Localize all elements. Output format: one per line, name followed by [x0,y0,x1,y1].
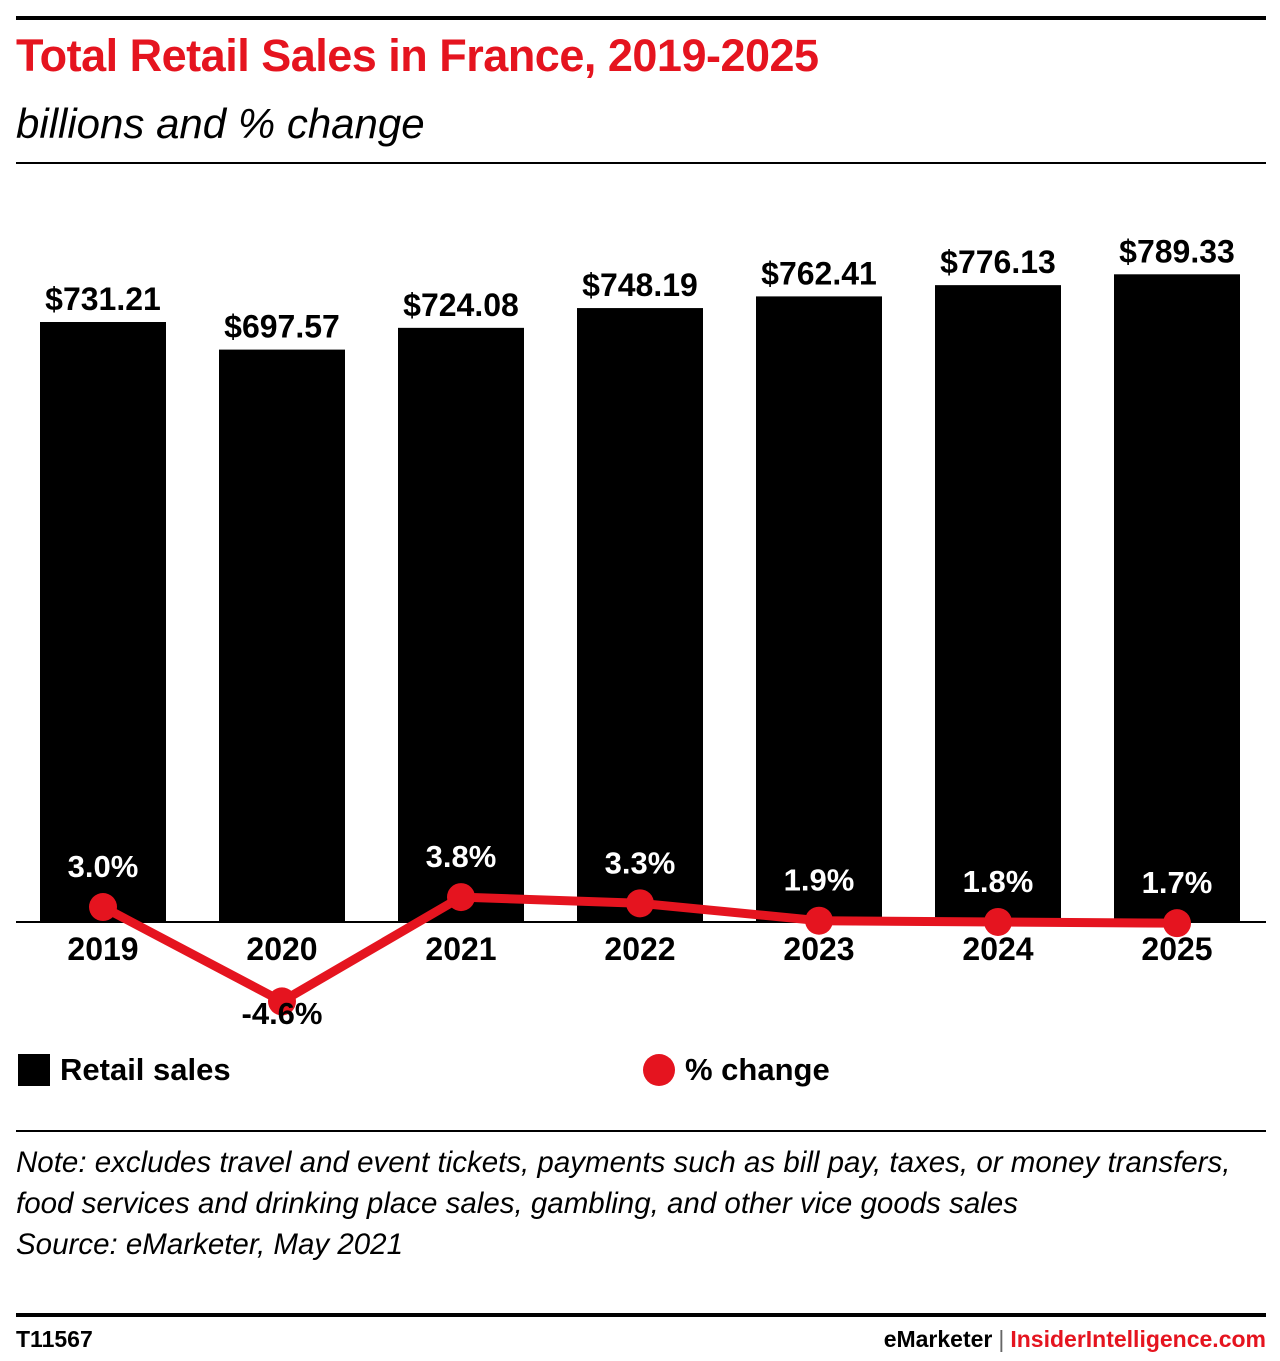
chart-subtitle: billions and % change [16,100,425,147]
legend-item-retail-sales: Retail sales [18,1052,231,1088]
brand-insider-intelligence: InsiderIntelligence.com [1010,1326,1266,1352]
labels-layer: $731.21 2019 $697.57 2020 $724.08 2021 $748.19… [45,233,1235,1030]
header-rule [16,162,1266,164]
notes-block: Note: excludes travel and event tickets,… [16,1142,1266,1265]
x-tick-label-2023: 2023 [783,931,854,967]
legend-swatch-bar [18,1054,50,1086]
x-tick-label-2021: 2021 [425,931,496,967]
x-tick-label-2024: 2024 [962,931,1033,967]
footer-rule [16,1313,1266,1317]
chart-area: $731.21 2019 $697.57 2020 $724.08 2021 $748.19… [16,233,1266,1030]
bar-value-label-2025: $789.33 [1119,233,1235,269]
bar-2024 [935,285,1061,922]
point-2019 [89,893,117,922]
line-layer [89,883,1191,1016]
legend-swatch-dot [643,1054,675,1086]
notes-rule [16,1130,1266,1132]
bar-2020 [219,349,345,922]
legend-item-percent-change: % change [643,1052,830,1088]
point-2025 [1163,909,1191,938]
x-tick-label-2025: 2025 [1141,931,1212,967]
point-label-2019: 3.0% [68,849,139,884]
point-2023 [805,906,833,935]
bar-2023 [756,296,882,923]
bars-layer [40,274,1240,923]
x-tick-label-2020: 2020 [246,931,317,967]
bar-value-label-2019: $731.21 [45,281,161,317]
point-2022 [626,889,654,918]
bar-value-label-2020: $697.57 [224,309,340,345]
bar-value-label-2023: $762.41 [761,255,877,291]
top-rule [16,16,1266,20]
chart-code: T11567 [16,1326,93,1352]
point-label-2025: 1.7% [1142,865,1213,900]
brand-emarketer: eMarketer [883,1326,993,1352]
point-2024 [984,907,1012,936]
x-tick-label-2022: 2022 [604,931,675,967]
bar-2019 [40,322,166,922]
legend-label-retail-sales: Retail sales [60,1052,231,1087]
point-2020 [268,987,296,1016]
point-label-2021: 3.8% [426,839,497,874]
point-label-2024: 1.8% [963,864,1034,899]
note-text: Note: excludes travel and event tickets,… [16,1146,1231,1220]
point-2021 [447,883,475,912]
chart-title: Total Retail Sales in France, 2019-2025 [16,30,819,81]
point-label-2023: 1.9% [784,863,855,898]
brand-separator: | [998,1326,1005,1352]
bar-2022 [577,308,703,923]
bar-value-label-2024: $776.13 [940,244,1056,280]
bar-2025 [1114,274,1240,922]
source-text: Source: eMarketer, May 2021 [16,1228,403,1261]
bar-value-label-2022: $748.19 [582,267,698,303]
x-tick-label-2019: 2019 [67,931,138,967]
point-label-2020: -4.6% [242,996,323,1030]
bar-2021 [398,327,524,922]
footer-brand: eMarketer | InsiderIntelligence.com [884,1326,1266,1353]
legend-label-percent-change: % change [685,1052,830,1087]
point-label-2022: 3.3% [605,845,676,880]
bar-value-label-2021: $724.08 [403,287,519,323]
